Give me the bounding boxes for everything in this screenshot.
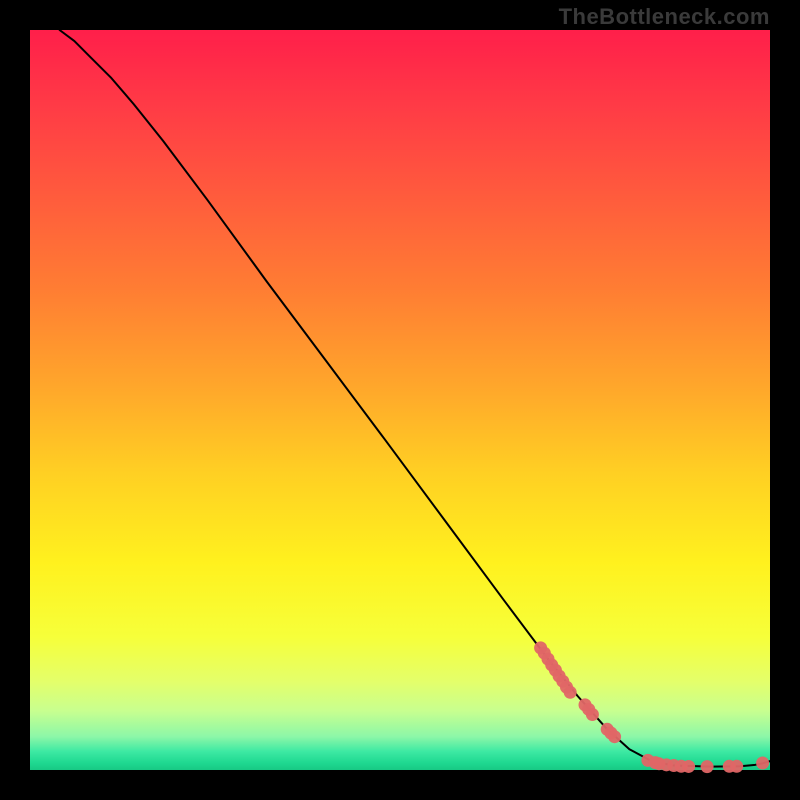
highlight-marker	[701, 760, 714, 773]
highlight-marker	[682, 760, 695, 773]
plot-gradient	[30, 30, 770, 770]
watermark-text: TheBottleneck.com	[559, 4, 770, 30]
highlight-marker	[564, 686, 577, 699]
highlight-marker	[608, 730, 621, 743]
highlight-marker	[586, 708, 599, 721]
chart-svg	[0, 0, 800, 800]
highlight-marker	[756, 756, 769, 769]
chart-root: TheBottleneck.com	[0, 0, 800, 800]
highlight-marker	[730, 760, 743, 773]
